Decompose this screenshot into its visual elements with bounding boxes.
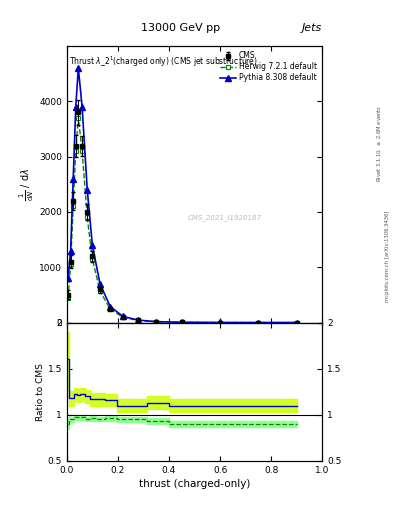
Herwig 7.2.1 default: [66, 294, 70, 301]
Pythia 8.308 default: [108, 304, 113, 310]
Y-axis label: Ratio to CMS: Ratio to CMS: [36, 362, 45, 421]
Herwig 7.2.1 default: [256, 319, 261, 326]
Pythia 8.308 default: [121, 313, 125, 319]
Text: CMS_2021_I1920187: CMS_2021_I1920187: [188, 214, 262, 221]
Herwig 7.2.1 default: [179, 319, 184, 326]
Pythia 8.308 default: [218, 319, 222, 326]
Herwig 7.2.1 default: [90, 256, 95, 262]
Pythia 8.308 default: [256, 319, 261, 326]
Herwig 7.2.1 default: [136, 317, 141, 324]
Herwig 7.2.1 default: [97, 288, 102, 294]
Legend: CMS, Herwig 7.2.1 default, Pythia 8.308 default: CMS, Herwig 7.2.1 default, Pythia 8.308 …: [219, 50, 318, 84]
Pythia 8.308 default: [71, 176, 75, 182]
Text: Jets: Jets: [302, 23, 322, 33]
Herwig 7.2.1 default: [108, 306, 113, 312]
Text: Thrust $\lambda$_2$^1$(charged only) (CMS jet substructure): Thrust $\lambda$_2$^1$(charged only) (CM…: [70, 54, 258, 69]
Herwig 7.2.1 default: [154, 318, 158, 325]
Pythia 8.308 default: [85, 187, 90, 193]
Pythia 8.308 default: [136, 317, 141, 323]
Pythia 8.308 default: [68, 248, 73, 254]
Y-axis label: $\frac{1}{\mathrm{d}N}$ / $\mathrm{d}\lambda$: $\frac{1}{\mathrm{d}N}$ / $\mathrm{d}\la…: [18, 168, 36, 201]
Pythia 8.308 default: [294, 319, 299, 326]
Text: Rivet 3.1.10, $\geq$ 2.6M events: Rivet 3.1.10, $\geq$ 2.6M events: [375, 105, 383, 182]
Herwig 7.2.1 default: [85, 215, 90, 221]
Pythia 8.308 default: [73, 104, 78, 110]
Herwig 7.2.1 default: [68, 262, 73, 268]
Pythia 8.308 default: [97, 281, 102, 287]
Herwig 7.2.1 default: [218, 319, 222, 326]
Text: mcplots.cern.ch [arXiv:1306.3436]: mcplots.cern.ch [arXiv:1306.3436]: [385, 210, 389, 302]
Herwig 7.2.1 default: [71, 203, 75, 209]
Line: Pythia 8.308 default: Pythia 8.308 default: [65, 66, 299, 325]
Pythia 8.308 default: [80, 104, 84, 110]
Pythia 8.308 default: [154, 318, 158, 325]
Pythia 8.308 default: [90, 242, 95, 248]
Herwig 7.2.1 default: [80, 148, 84, 154]
Text: 13000 GeV pp: 13000 GeV pp: [141, 23, 220, 33]
Pythia 8.308 default: [179, 319, 184, 325]
Herwig 7.2.1 default: [76, 115, 81, 121]
Pythia 8.308 default: [66, 275, 70, 282]
Herwig 7.2.1 default: [294, 319, 299, 326]
Herwig 7.2.1 default: [121, 314, 125, 321]
Pythia 8.308 default: [76, 65, 81, 71]
Line: Herwig 7.2.1 default: Herwig 7.2.1 default: [66, 116, 299, 325]
X-axis label: thrust (charged-only): thrust (charged-only): [139, 479, 250, 489]
Herwig 7.2.1 default: [73, 148, 78, 154]
